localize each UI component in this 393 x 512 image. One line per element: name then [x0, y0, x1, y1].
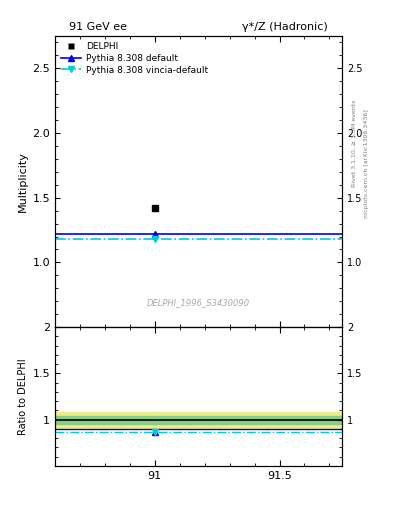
Text: 91 GeV ee: 91 GeV ee: [70, 23, 127, 32]
Legend: DELPHI, Pythia 8.308 default, Pythia 8.308 vincia-default: DELPHI, Pythia 8.308 default, Pythia 8.3…: [59, 40, 209, 76]
Text: Rivet 3.1.10, ≥ 3.5M events: Rivet 3.1.10, ≥ 3.5M events: [352, 100, 357, 187]
Bar: [55, 416, 342, 423]
Text: DELPHI_1996_S3430090: DELPHI_1996_S3430090: [147, 298, 250, 307]
Y-axis label: Multiplicity: Multiplicity: [18, 151, 28, 212]
Bar: [55, 412, 342, 428]
Y-axis label: Ratio to DELPHI: Ratio to DELPHI: [18, 358, 28, 435]
Text: γ*/Z (Hadronic): γ*/Z (Hadronic): [242, 23, 328, 32]
Text: mcplots.cern.ch [arXiv:1306.3436]: mcplots.cern.ch [arXiv:1306.3436]: [364, 110, 369, 218]
